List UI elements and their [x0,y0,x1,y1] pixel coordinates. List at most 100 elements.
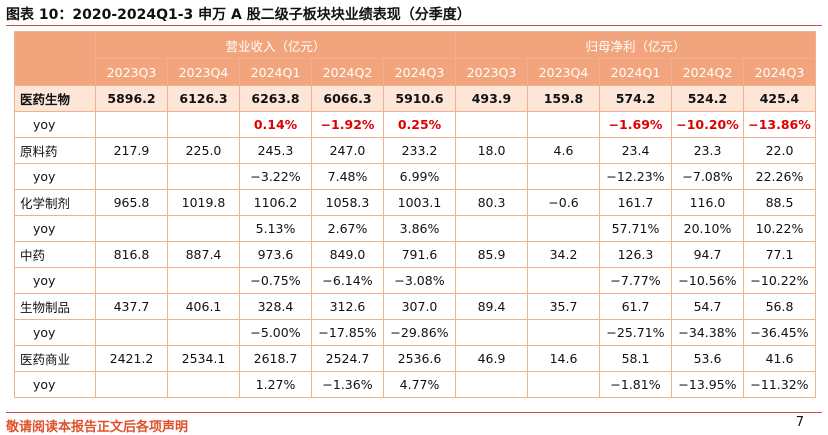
cell: 35.7 [527,293,600,320]
cell: 233.2 [383,137,456,164]
cell: −6.14% [311,267,384,294]
cell: 161.7 [599,189,672,216]
title: 图表 10：2020-2024Q1-3 申万 A 股二级子板块块业绩表现（分季度… [6,7,471,23]
quarter-row: 2023Q3 2023Q4 2024Q1 2024Q2 2024Q3 2023Q3 2023… [15,58,816,86]
cell: 225.0 [167,137,240,164]
cell: −5.00% [239,319,312,346]
cell: −0.75% [239,267,312,294]
cell: 89.4 [455,293,528,320]
cell: 887.4 [167,241,240,268]
table-row: 原料药 217.9 225.0 245.3 247.0 233.2 18.0 4.6 23.4 2… [14,137,816,164]
cell: 849.0 [311,241,384,268]
cell: 10.22% [743,215,816,242]
cell: −17.85% [311,319,384,346]
cell: −0.6 [527,189,600,216]
row-label: 原料药 [14,137,96,164]
cell: 23.3 [671,137,744,164]
cell: 57.71% [599,215,672,242]
row-label: yoy [14,371,96,398]
corner [14,31,96,86]
row-label: 医药商业 [14,345,96,372]
group-header: 归母净利（亿元） [455,31,816,59]
cell [167,163,240,190]
cell [455,215,528,242]
cell: 6.99% [383,163,456,190]
cell: 791.6 [383,241,456,268]
cell [95,371,168,398]
cell: 5910.6 [383,85,456,112]
cell: −25.71% [599,319,672,346]
quarter-header: 2024Q1 [239,58,312,86]
table: 营业收入（亿元） 归母净利（亿元） 2023Q3 2023Q4 2024Q1 2024Q… [14,31,816,398]
title-rule [6,25,822,26]
cell [527,371,600,398]
cell [95,267,168,294]
cell: 6263.8 [239,85,312,112]
cell: 2421.2 [95,345,168,372]
cell: 54.7 [671,293,744,320]
cell: 1003.1 [383,189,456,216]
cell: 0.14% [239,111,312,138]
row-label: 生物制品 [14,293,96,320]
quarter-header: 2024Q3 [383,58,456,86]
cell: 53.6 [671,345,744,372]
quarter-header: 2024Q2 [671,58,744,86]
cell [527,111,600,138]
footer-rule [6,412,822,413]
cell: 6066.3 [311,85,384,112]
cell [527,267,600,294]
cell: 22.0 [743,137,816,164]
cell: 1106.2 [239,189,312,216]
table-row: yoy −3.22% 7.48% 6.99% −12.23% −7.08% 22.26% [14,163,816,190]
cell [455,371,528,398]
cell: 307.0 [383,293,456,320]
cell: 5896.2 [95,85,168,112]
row-label: 化学制剂 [14,189,96,216]
table-row: yoy 1.27% −1.36% 4.77% −1.81% −13.95% −11.32% [14,371,816,398]
cell [167,319,240,346]
cell [455,267,528,294]
cell [167,215,240,242]
row-label: 医药生物 [14,85,96,112]
cell: 20.10% [671,215,744,242]
table-row: yoy −5.00% −17.85% −29.86% −25.71% −34.38% −36… [14,319,816,346]
cell [527,319,600,346]
row-label: yoy [14,111,96,138]
group-header: 营业收入（亿元） [95,31,456,59]
quarter-header: 2023Q4 [167,58,240,86]
cell [455,319,528,346]
cell [167,371,240,398]
cell: 159.8 [527,85,600,112]
cell: −10.56% [671,267,744,294]
cell: −13.86% [743,111,816,138]
quarter-header: 2023Q3 [95,58,168,86]
cell: 2618.7 [239,345,312,372]
cell: −7.77% [599,267,672,294]
cell: 58.1 [599,345,672,372]
page-number: 7 [795,415,804,430]
disclaimer: 敬请阅读本报告正文后各项声明 [6,420,189,435]
cell: 425.4 [743,85,816,112]
cell: −7.08% [671,163,744,190]
cell: 14.6 [527,345,600,372]
cell: 7.48% [311,163,384,190]
cell: 80.3 [455,189,528,216]
cell: 1.27% [239,371,312,398]
cell [95,319,168,346]
cell: 46.9 [455,345,528,372]
cell: 61.7 [599,293,672,320]
cell: 77.1 [743,241,816,268]
cell: 406.1 [167,293,240,320]
cell: −34.38% [671,319,744,346]
cell: 973.6 [239,241,312,268]
table-row: 化学制剂 965.8 1019.8 1106.2 1058.3 1003.1 80.3 −0.… [14,189,816,216]
cell [95,111,168,138]
cell: −1.36% [311,371,384,398]
cell: 2.67% [311,215,384,242]
cell: 1019.8 [167,189,240,216]
cell: −3.08% [383,267,456,294]
cell: −1.81% [599,371,672,398]
cell: 4.6 [527,137,600,164]
cell: 94.7 [671,241,744,268]
